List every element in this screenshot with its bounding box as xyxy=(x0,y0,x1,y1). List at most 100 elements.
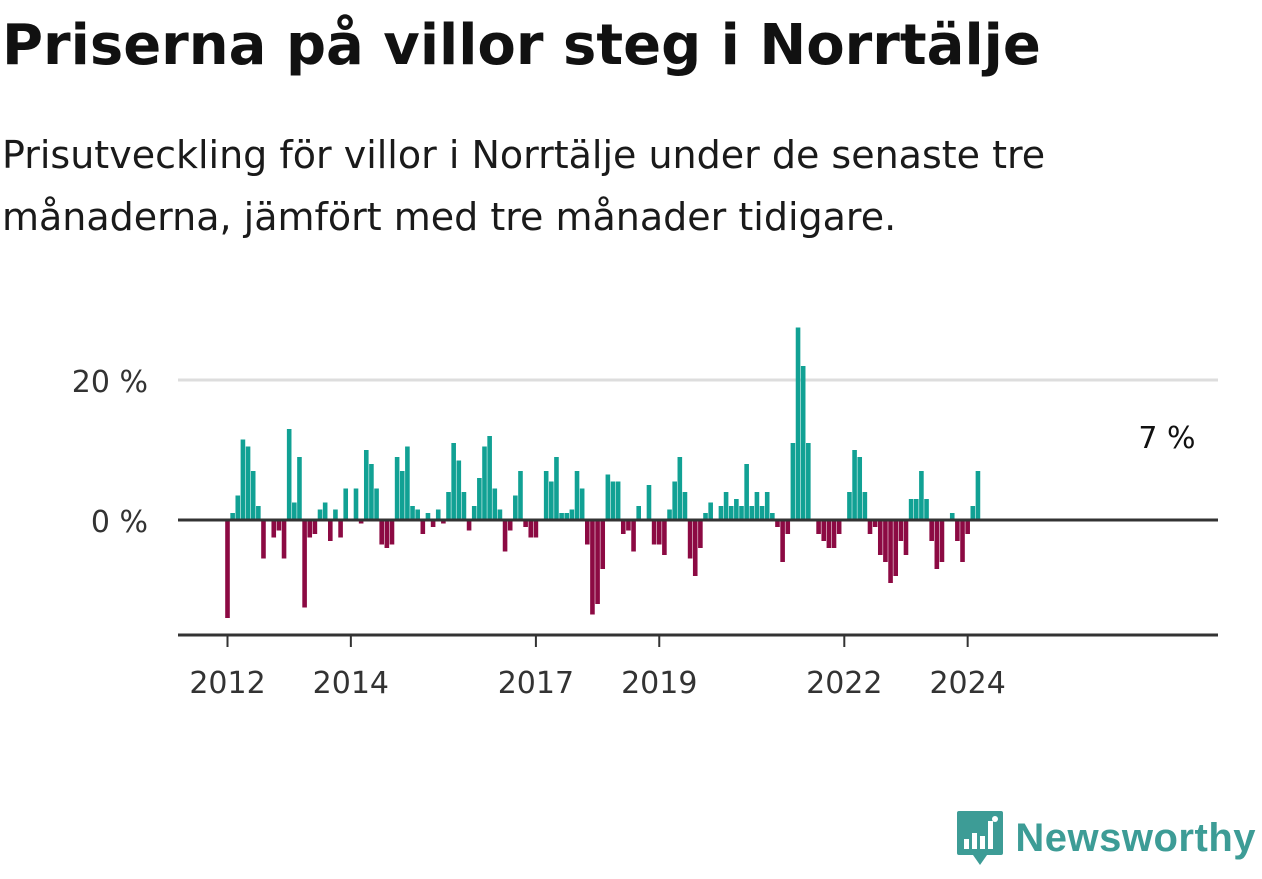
bar xyxy=(256,506,261,520)
bar xyxy=(631,520,636,552)
bar xyxy=(857,457,863,520)
bar xyxy=(759,506,765,520)
last-value-annotation: 7 % xyxy=(1138,421,1195,456)
bar xyxy=(682,492,688,520)
bar xyxy=(836,520,842,534)
bar xyxy=(307,520,313,538)
bar xyxy=(723,492,729,520)
bar xyxy=(353,488,359,520)
bar-chart: 2012 2014 2017 2019 2022 2024 20 % 0 % 7 % xyxy=(72,327,1218,701)
bar xyxy=(883,520,888,562)
bar xyxy=(739,506,744,520)
bar xyxy=(949,513,955,520)
bar xyxy=(477,478,482,520)
bar xyxy=(795,327,801,520)
bar xyxy=(312,520,318,534)
bar xyxy=(513,495,518,520)
bar xyxy=(261,520,266,559)
bar xyxy=(343,488,349,520)
bar xyxy=(518,471,523,520)
bar xyxy=(965,520,970,534)
bar xyxy=(595,520,600,604)
bar xyxy=(754,492,760,520)
bar xyxy=(662,520,667,555)
bar xyxy=(816,520,821,534)
bar xyxy=(317,509,323,520)
bar xyxy=(975,471,981,520)
bar xyxy=(939,520,945,562)
bar xyxy=(235,495,241,520)
chart-title: Priserna på villor steg i Norrtälje xyxy=(2,13,1041,78)
newsworthy-logo-icon xyxy=(957,811,1004,865)
bar xyxy=(446,492,451,520)
bar xyxy=(302,520,307,608)
bar xyxy=(297,457,302,520)
bar xyxy=(559,513,564,520)
bar xyxy=(435,509,441,520)
bar xyxy=(826,520,832,548)
bar xyxy=(507,520,513,531)
bar xyxy=(867,520,873,534)
x-tick-label: 2022 xyxy=(806,666,882,701)
x-tick-label: 2019 xyxy=(621,666,697,701)
bar xyxy=(240,439,246,520)
bar xyxy=(893,520,898,576)
bar xyxy=(579,488,585,520)
bar xyxy=(482,446,487,520)
bar xyxy=(872,520,878,527)
bar xyxy=(492,488,498,520)
bar xyxy=(806,443,811,520)
bar xyxy=(441,520,446,524)
bar xyxy=(543,471,549,520)
newsworthy-logo: Newsworthy xyxy=(955,809,1256,867)
bar xyxy=(322,502,328,520)
x-ticks-group: 2012 2014 2017 2019 2022 2024 xyxy=(189,635,1006,701)
bar xyxy=(394,457,400,520)
bar xyxy=(903,520,909,555)
x-tick-label: 2024 xyxy=(929,666,1005,701)
bar xyxy=(271,520,277,538)
bar xyxy=(764,492,770,520)
bar xyxy=(461,492,467,520)
bar xyxy=(636,506,641,520)
bar xyxy=(523,520,528,527)
bar xyxy=(847,492,852,520)
bar xyxy=(775,520,780,527)
bar xyxy=(384,520,390,548)
bar xyxy=(615,481,621,520)
bar xyxy=(929,520,934,541)
bar xyxy=(466,520,472,531)
bar xyxy=(934,520,940,569)
bar xyxy=(487,436,492,520)
bar xyxy=(471,506,477,520)
bar xyxy=(600,520,606,569)
bar xyxy=(369,464,374,520)
bar xyxy=(708,502,713,520)
bar xyxy=(374,488,379,520)
bar xyxy=(924,499,929,520)
bar xyxy=(785,520,791,534)
bar xyxy=(379,520,384,545)
bar xyxy=(703,513,708,520)
bar xyxy=(456,460,462,520)
bars-group xyxy=(225,327,981,618)
y-tick-label-0: 0 % xyxy=(91,505,148,540)
bar xyxy=(919,471,924,520)
bar xyxy=(626,520,631,531)
bar xyxy=(399,471,405,520)
bar xyxy=(877,520,883,555)
bar xyxy=(908,499,914,520)
bar xyxy=(888,520,893,583)
bar xyxy=(564,513,570,520)
bar xyxy=(770,513,775,520)
bar xyxy=(744,464,749,520)
bar xyxy=(913,499,919,520)
bar xyxy=(389,520,395,545)
bar xyxy=(656,520,662,545)
bar xyxy=(328,520,333,541)
bar xyxy=(970,506,976,520)
bar xyxy=(620,520,626,534)
bar xyxy=(425,513,431,520)
bar xyxy=(898,520,904,541)
bar xyxy=(420,520,426,534)
